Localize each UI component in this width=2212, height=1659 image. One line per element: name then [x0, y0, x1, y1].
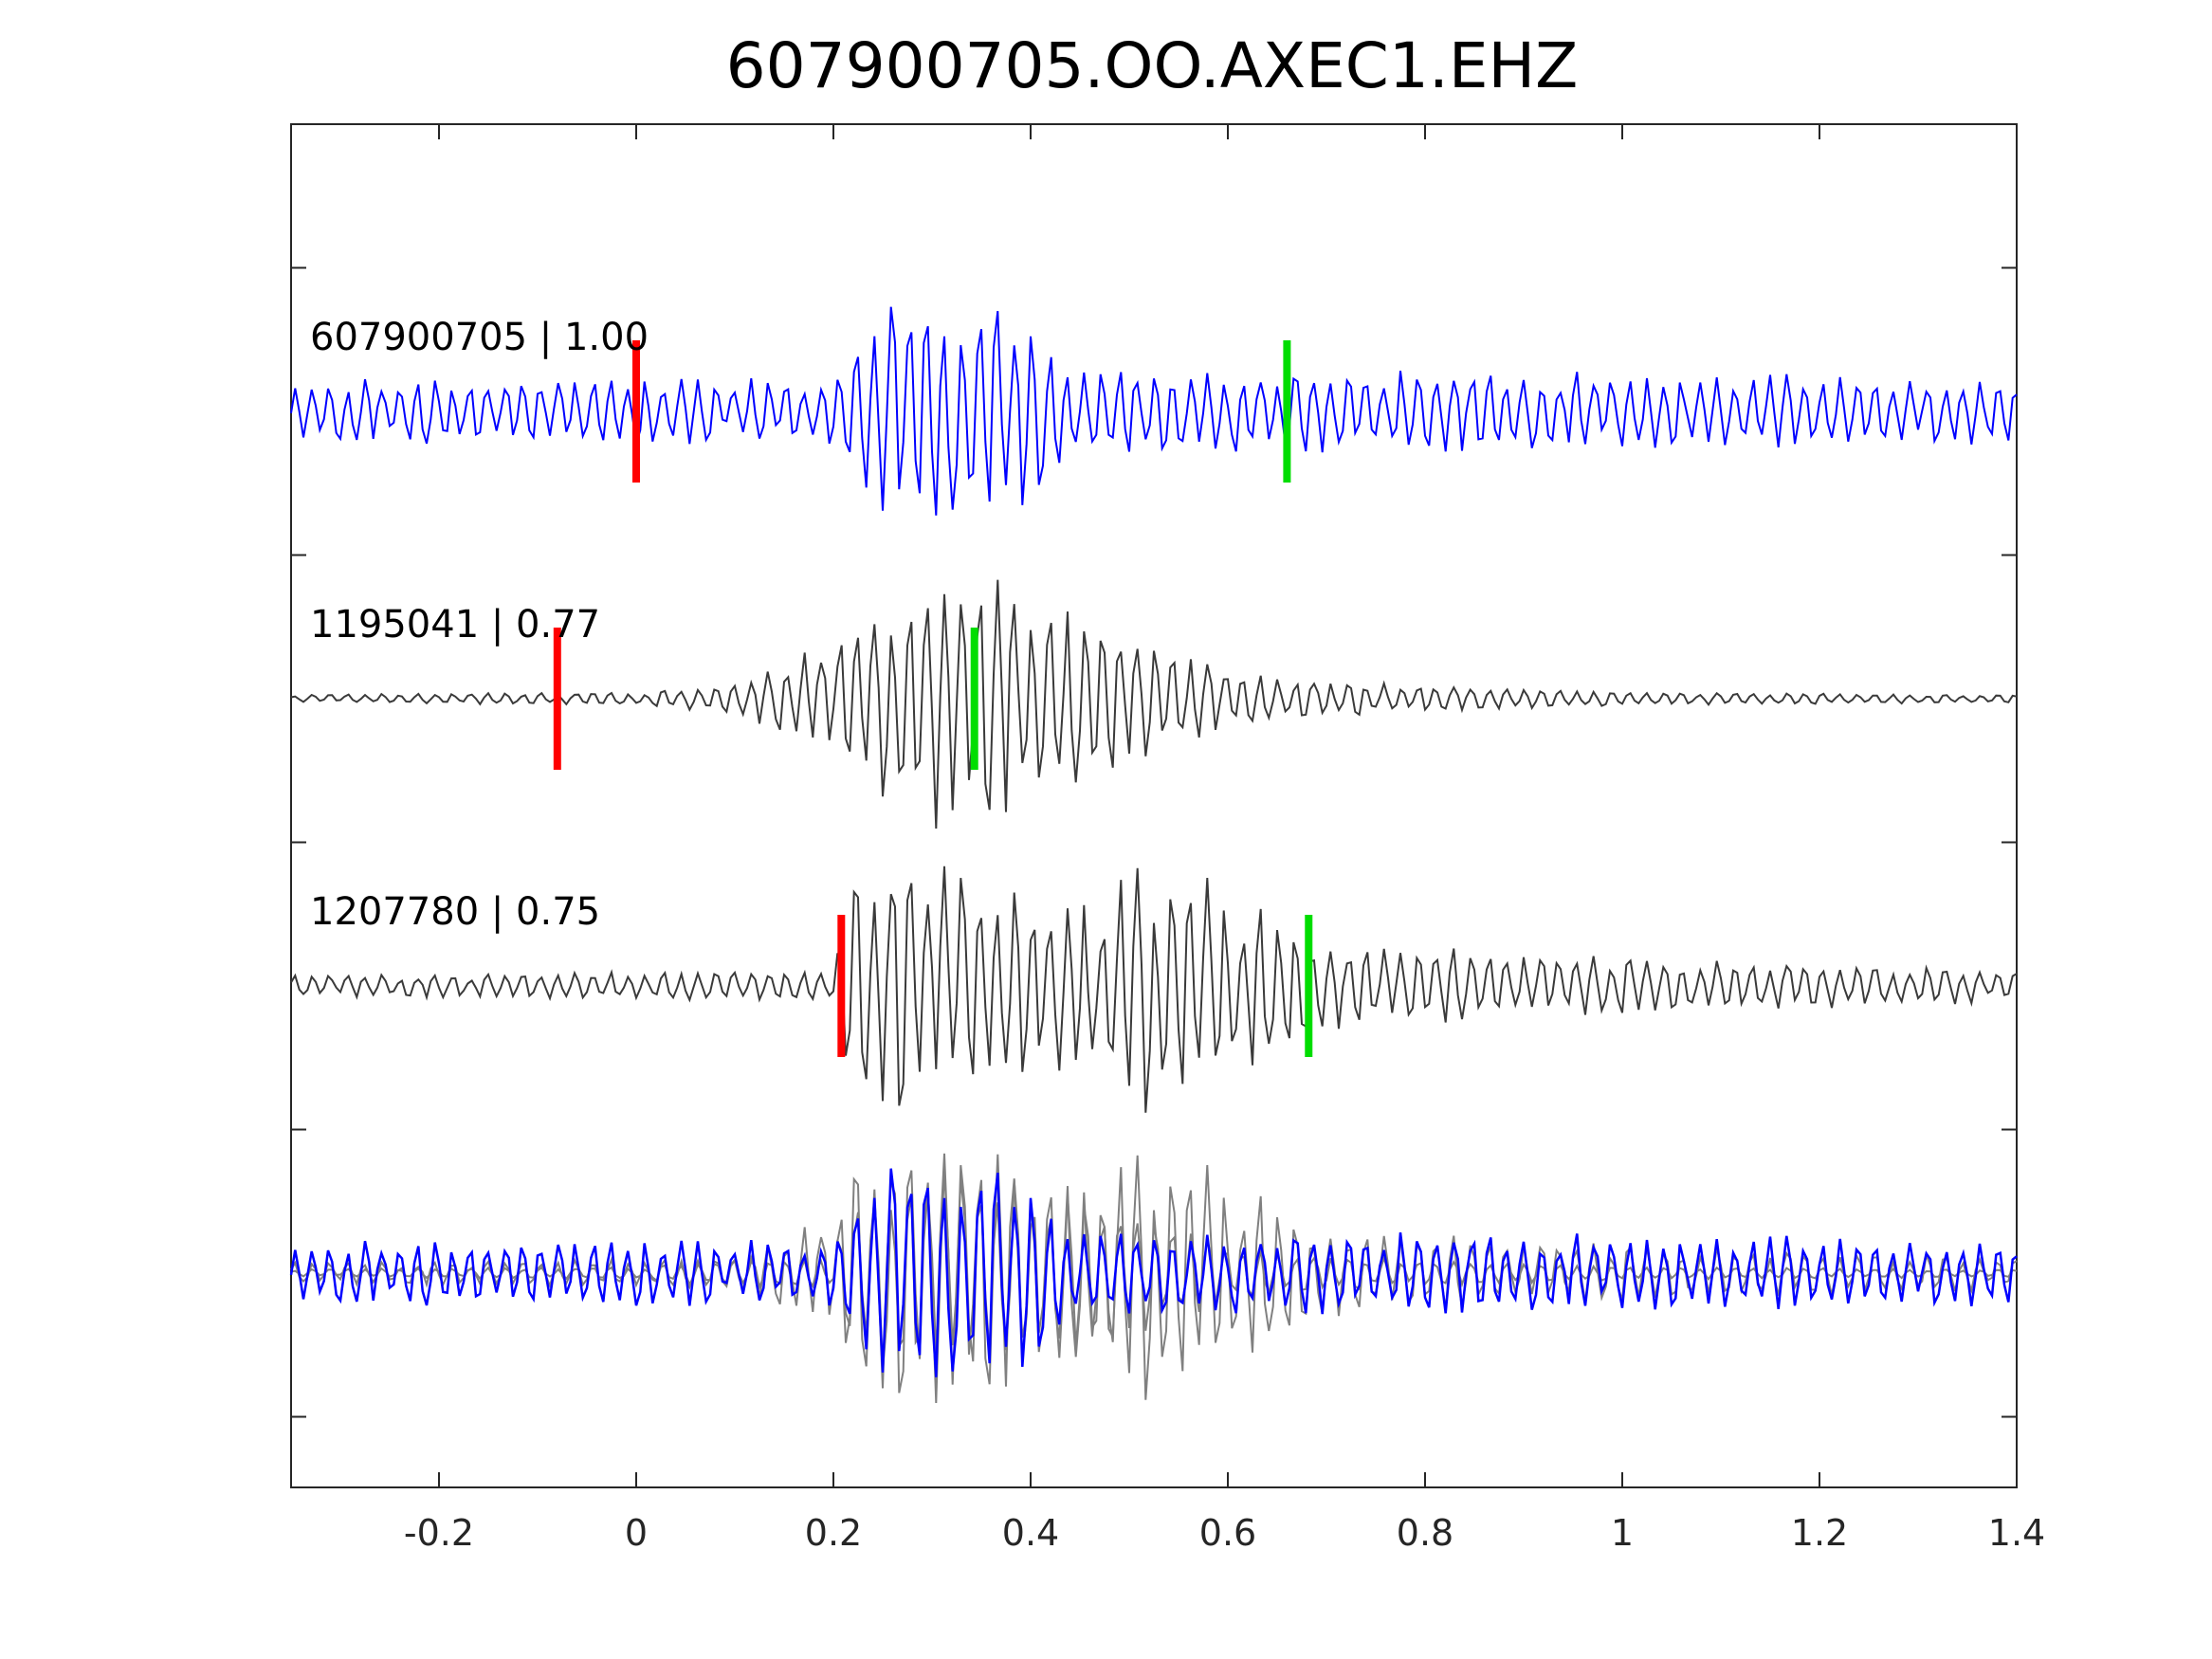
labels-layer: 607900705 | 1.00 1195041 | 0.77 1207780 | … [310, 316, 2045, 1554]
trace-label-1: 607900705 | 1.00 [310, 316, 649, 359]
x-tick-label: 0.8 [1397, 1512, 1453, 1554]
chart-title: 607900705.OO.AXEC1.EHZ [726, 29, 1579, 102]
x-tick-label: 1.4 [1988, 1512, 2045, 1554]
x-tick-label: 0.6 [1199, 1512, 1256, 1554]
x-tick-label: 0.4 [1002, 1512, 1059, 1554]
x-tick-label: 1 [1611, 1512, 1634, 1554]
plot-frame [290, 123, 2018, 1488]
picks-layer [553, 340, 1313, 1057]
trace-line-1 [290, 306, 2018, 516]
ticks-layer [291, 124, 2018, 1487]
trace-line-3 [290, 866, 2018, 1113]
trace-line-2 [290, 579, 2018, 830]
x-tick-label: -0.2 [404, 1512, 474, 1554]
x-tick-label: 1.2 [1791, 1512, 1848, 1554]
trace-label-2: 1195041 | 0.77 [310, 603, 600, 647]
overlay-trace-1 [289, 1168, 2018, 1377]
x-tick-label: 0 [625, 1512, 648, 1554]
traces-layer [289, 306, 2018, 1404]
trace-label-3: 1207780 | 0.75 [310, 890, 600, 934]
x-tick-label: 0.2 [805, 1512, 862, 1554]
